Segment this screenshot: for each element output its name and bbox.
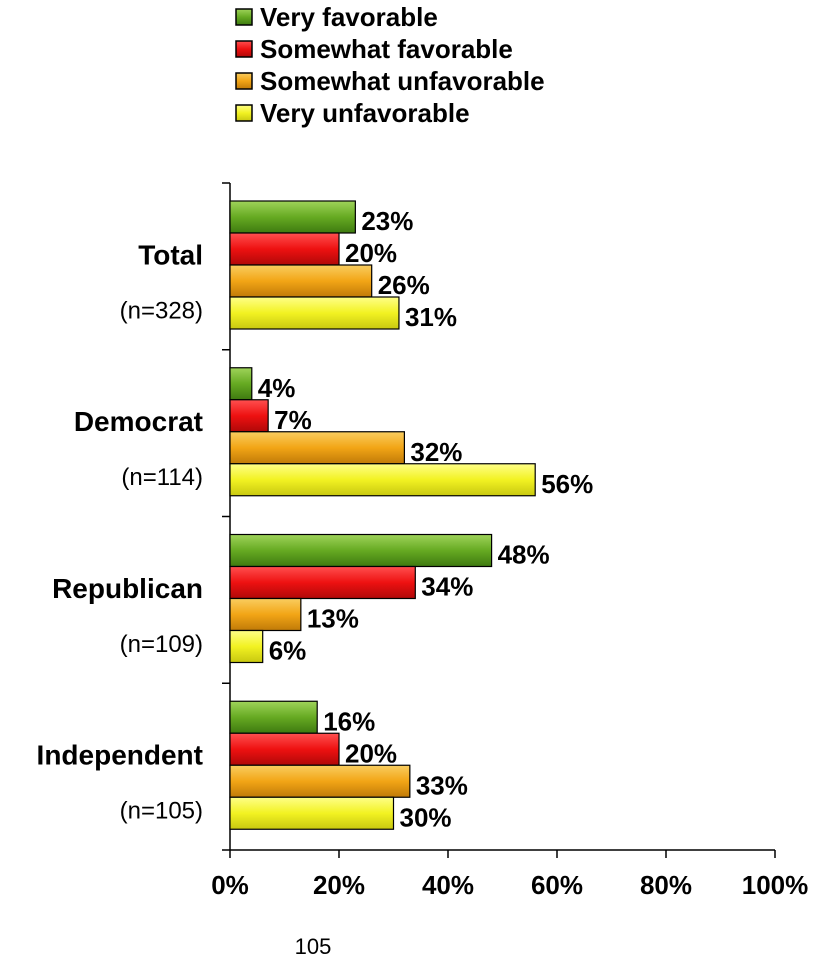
category-n-3: (n=105) [120, 798, 203, 825]
value-label-0-0: 23% [361, 206, 413, 236]
category-label-3: Independent [37, 740, 203, 771]
bar-0-3 [230, 297, 399, 329]
legend-swatch-3 [236, 105, 252, 121]
bar-1-2 [230, 432, 404, 464]
page-number: 105 [295, 934, 332, 959]
x-tick-label-4: 80% [640, 870, 692, 900]
value-label-1-1: 7% [274, 405, 312, 435]
value-label-3-3: 30% [400, 802, 452, 832]
legend-swatch-0 [236, 9, 252, 25]
x-tick-label-0: 0% [211, 870, 249, 900]
bar-2-3 [230, 631, 263, 663]
legend-label-1: Somewhat favorable [260, 34, 513, 64]
bar-1-1 [230, 400, 268, 432]
bar-3-2 [230, 765, 410, 797]
value-label-2-0: 48% [498, 540, 550, 570]
value-label-3-0: 16% [323, 706, 375, 736]
category-n-0: (n=328) [120, 297, 203, 324]
category-label-2: Republican [52, 573, 203, 604]
bar-3-3 [230, 797, 394, 829]
x-tick-label-1: 20% [313, 870, 365, 900]
value-label-0-1: 20% [345, 238, 397, 268]
bar-3-1 [230, 733, 339, 765]
value-label-2-2: 13% [307, 604, 359, 634]
legend-label-3: Very unfavorable [260, 98, 470, 128]
value-label-1-3: 56% [541, 469, 593, 499]
bar-1-0 [230, 368, 252, 400]
legend-swatch-2 [236, 73, 252, 89]
x-tick-label-2: 40% [422, 870, 474, 900]
category-n-1: (n=114) [121, 464, 203, 491]
bar-0-2 [230, 265, 372, 297]
legend-label-2: Somewhat unfavorable [260, 66, 545, 96]
legend-swatch-1 [236, 41, 252, 57]
x-tick-label-3: 60% [531, 870, 583, 900]
value-label-0-3: 31% [405, 302, 457, 332]
bar-3-0 [230, 701, 317, 733]
category-label-0: Total [138, 239, 203, 270]
value-label-0-2: 26% [378, 270, 430, 300]
value-label-2-1: 34% [421, 572, 473, 602]
value-label-1-0: 4% [258, 373, 296, 403]
legend-label-0: Very favorable [260, 2, 438, 32]
value-label-1-2: 32% [410, 437, 462, 467]
category-n-2: (n=109) [120, 631, 203, 658]
bar-0-1 [230, 233, 339, 265]
bar-2-1 [230, 567, 415, 599]
x-tick-label-5: 100% [742, 870, 809, 900]
value-label-3-2: 33% [416, 770, 468, 800]
bar-2-0 [230, 535, 492, 567]
value-label-3-1: 20% [345, 738, 397, 768]
bar-0-0 [230, 201, 355, 233]
category-label-1: Democrat [74, 406, 203, 437]
value-label-2-3: 6% [269, 636, 307, 666]
bar-2-2 [230, 599, 301, 631]
bar-1-3 [230, 464, 535, 496]
